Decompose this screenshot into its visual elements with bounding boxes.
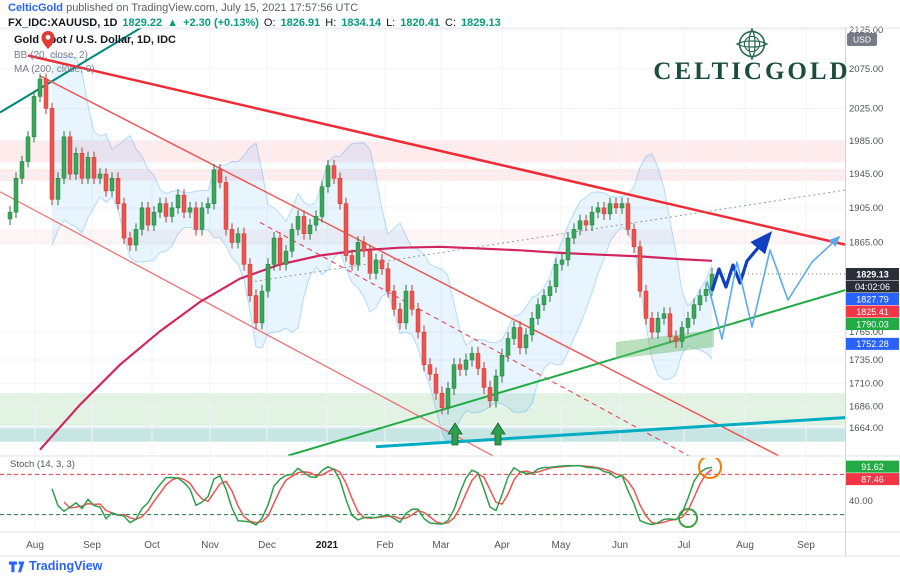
currency-badge xyxy=(847,33,877,46)
tradingview-logo-icon[interactable] xyxy=(8,558,25,574)
celtic-cross-icon xyxy=(735,28,769,60)
close-value: 1829.13 xyxy=(461,16,501,29)
ma200-line xyxy=(39,245,713,451)
time-tick: 2021 xyxy=(316,540,339,551)
time-tick: Jul xyxy=(678,540,691,551)
time-tick: May xyxy=(552,540,571,551)
price-tick: 1765.00 xyxy=(849,327,883,338)
stochastic-pane xyxy=(0,458,845,528)
annotations[interactable] xyxy=(447,231,841,446)
svg-text:1825.41: 1825.41 xyxy=(856,307,889,317)
price-tick: 1686.00 xyxy=(849,402,883,413)
bollinger-bands xyxy=(51,51,713,444)
stoch-highlight-circle xyxy=(698,458,722,479)
stoch-indicator-label[interactable]: Stoch (14, 3, 3) xyxy=(10,459,75,470)
stoch-highlight-circle xyxy=(678,508,698,528)
change-arrow-icon: ▲ xyxy=(167,16,179,29)
legend-bb-indicator[interactable]: BB (20, close, 2) xyxy=(14,49,88,61)
price-tick: 1710.00 xyxy=(849,379,883,390)
publish-timestamp: published on TradingView.com, July 15, 2… xyxy=(63,2,359,14)
footer: TradingView xyxy=(8,558,102,574)
green-up-arrow xyxy=(490,422,506,446)
celticgold-logo: CELTICGOLD xyxy=(646,28,858,86)
time-tick: Aug xyxy=(736,540,754,551)
time-tick: Sep xyxy=(797,540,815,551)
symbol-title[interactable]: FX_IDC:XAUUSD, 1D xyxy=(8,16,118,29)
stoch-tick: 40.00 xyxy=(849,496,873,507)
price-tick: 1985.00 xyxy=(849,136,883,147)
low-value: 1820.41 xyxy=(400,16,441,29)
header: CelticGold published on TradingView.com,… xyxy=(8,2,506,31)
svg-text:1752.28: 1752.28 xyxy=(856,339,889,349)
time-tick: Nov xyxy=(201,540,219,551)
high-value: 1834.14 xyxy=(341,16,382,29)
pane-separators xyxy=(0,27,900,557)
price-axis[interactable]: 2125.00 2075.00 2025.00 1985.00 1945.00 1905.… xyxy=(845,25,900,556)
price-tick: 1664.00 xyxy=(849,423,883,434)
price-tick: 1735.00 xyxy=(849,355,883,366)
price-tick: 2125.00 xyxy=(849,25,883,36)
projection-zigzag-bold xyxy=(710,231,773,292)
price-tick: 1865.00 xyxy=(849,237,883,248)
time-axis[interactable]: Aug Sep Oct Nov Dec 2021 Feb Mar Apr May Jun Jul Aug… xyxy=(26,540,815,551)
svg-text:1790.03: 1790.03 xyxy=(856,319,889,329)
svg-text:1829.13: 1829.13 xyxy=(856,269,889,279)
svg-text:USD: USD xyxy=(853,35,871,45)
time-tick: Sep xyxy=(83,540,101,551)
candles-layer xyxy=(7,73,715,415)
time-tick: Jun xyxy=(612,540,628,551)
last-price: 1829.22 xyxy=(122,16,163,29)
price-tick: 1905.00 xyxy=(849,203,883,214)
time-tick: Oct xyxy=(144,540,160,551)
publisher-link[interactable]: CelticGold xyxy=(8,2,64,14)
rising-support xyxy=(287,289,845,456)
open-label: O: xyxy=(263,16,276,29)
legend-ma-indicator[interactable]: MA (200, close, 0) xyxy=(14,64,95,76)
price-change: +2.30 (+0.13%) xyxy=(183,16,259,29)
svg-text:04:02:06: 04:02:06 xyxy=(855,282,890,292)
low-label: L: xyxy=(386,16,396,29)
channel-parallel xyxy=(0,191,495,456)
symbol-line: FX_IDC:XAUUSD, 1D 1829.22 ▲ +2.30 (+0.13%) O… xyxy=(8,17,506,31)
inner-downtrend xyxy=(39,75,781,456)
red-pin-icon xyxy=(41,31,55,49)
chart-legend: Gold Spot / U.S. Dollar, 1D, IDC BB (20,… xyxy=(14,34,176,77)
time-tick: Mar xyxy=(432,540,450,551)
svg-text:91.62: 91.62 xyxy=(861,462,884,472)
price-zones xyxy=(0,140,845,442)
high-label: H: xyxy=(325,16,337,29)
svg-text:87.46: 87.46 xyxy=(861,474,884,484)
svg-text:1827.79: 1827.79 xyxy=(856,294,889,304)
price-tick: 2025.00 xyxy=(849,103,883,114)
projection-zigzag-light xyxy=(706,235,841,340)
major-downtrend xyxy=(27,54,845,246)
time-tick: Dec xyxy=(258,540,276,551)
dashed-downtrend xyxy=(259,222,691,456)
time-tick: Apr xyxy=(494,540,510,551)
price-tick: 1945.00 xyxy=(849,169,883,180)
tradingview-brand-link[interactable]: TradingView xyxy=(29,559,103,573)
publish-line: CelticGold published on TradingView.com,… xyxy=(8,2,506,16)
green-up-arrow xyxy=(447,422,463,446)
close-label: C: xyxy=(445,16,457,29)
open-value: 1826.91 xyxy=(280,16,321,29)
price-tick: 2075.00 xyxy=(849,64,883,75)
celticgold-wordmark: CELTICGOLD xyxy=(653,58,851,85)
time-tick: Aug xyxy=(26,540,44,551)
legend-symbol[interactable]: Gold Spot / U.S. Dollar, 1D, IDC xyxy=(14,34,176,46)
time-tick: Feb xyxy=(376,540,394,551)
support-zone-box[interactable] xyxy=(616,330,714,359)
